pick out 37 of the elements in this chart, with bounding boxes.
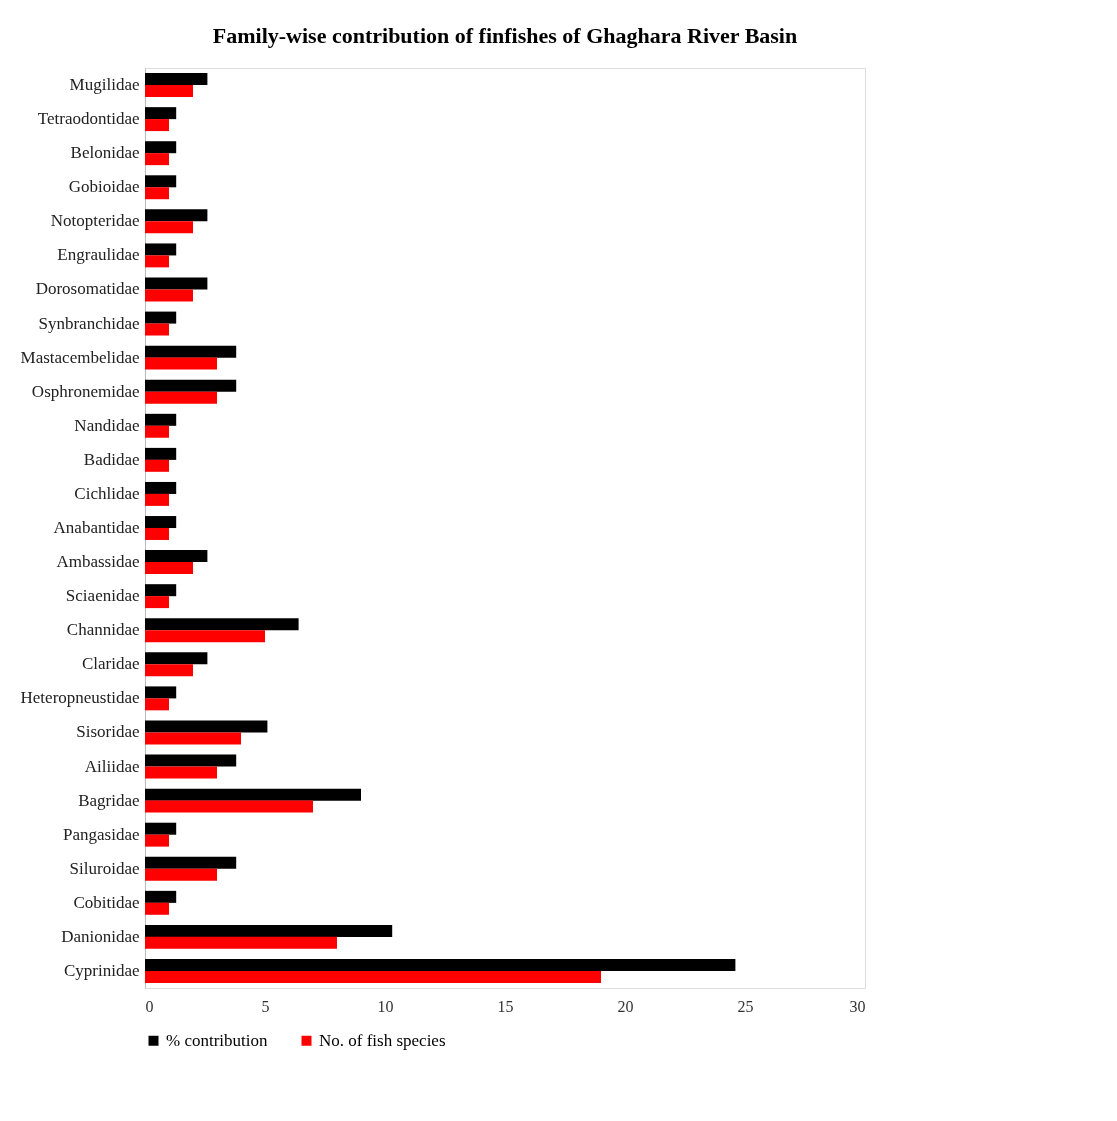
y-tick-label: Nandidae	[74, 415, 140, 435]
y-tick-label: Tetraodontidae	[37, 109, 140, 129]
y-tick-label: Engraulidae	[57, 245, 140, 265]
y-tick-label: Claridae	[81, 654, 140, 674]
y-tick-label: Belonidae	[70, 143, 140, 163]
x-tick-label: 10	[377, 997, 394, 1015]
y-tick-label: Cichlidae	[74, 483, 140, 503]
x-tick-label: 0	[145, 997, 154, 1015]
x-tick-label: 25	[737, 997, 754, 1015]
y-tick-label: Bagridae	[78, 790, 140, 810]
y-tick-label: Sisoridae	[76, 722, 140, 742]
y-tick-label: Heteropneustidae	[20, 688, 140, 708]
y-tick-label: Ambassidae	[56, 552, 140, 572]
chart-title: Family-wise contribution of finfishes of Ghaghara River Basin	[212, 23, 798, 48]
y-tick-label: Cyprinidae	[63, 960, 140, 980]
y-tick-label: Cobitidae	[73, 892, 140, 912]
y-tick-label: Gobioidae	[68, 177, 140, 197]
x-tick-label: 20	[617, 997, 634, 1015]
y-tick-label: Anabantidae	[53, 518, 140, 537]
y-tick-label: Ailiidae	[84, 756, 140, 776]
legend-label: No. of fish species	[319, 1030, 446, 1050]
y-tick-label: Sciaenidae	[65, 586, 140, 606]
x-tick-label: 30	[849, 997, 866, 1015]
y-tick-label: Dorosomatidae	[35, 279, 140, 299]
y-tick-label: Mugilidae	[69, 75, 140, 95]
legend-label: % contribution	[166, 1030, 269, 1050]
y-tick-label: Notopteridae	[50, 211, 140, 231]
y-tick-label: Synbranchidae	[38, 313, 140, 333]
y-tick-label: Pangasidae	[63, 824, 140, 844]
x-tick-label: 5	[261, 997, 270, 1015]
x-tick-label: 15	[497, 997, 514, 1015]
y-tick-label: Danionidae	[61, 926, 140, 946]
y-tick-label: Badidae	[83, 449, 140, 469]
y-tick-label: Siluroidae	[69, 858, 140, 878]
y-tick-label: Channidae	[66, 620, 140, 640]
y-tick-label: Osphronemidae	[31, 381, 140, 401]
y-tick-label: Mastacembelidae	[20, 347, 140, 367]
